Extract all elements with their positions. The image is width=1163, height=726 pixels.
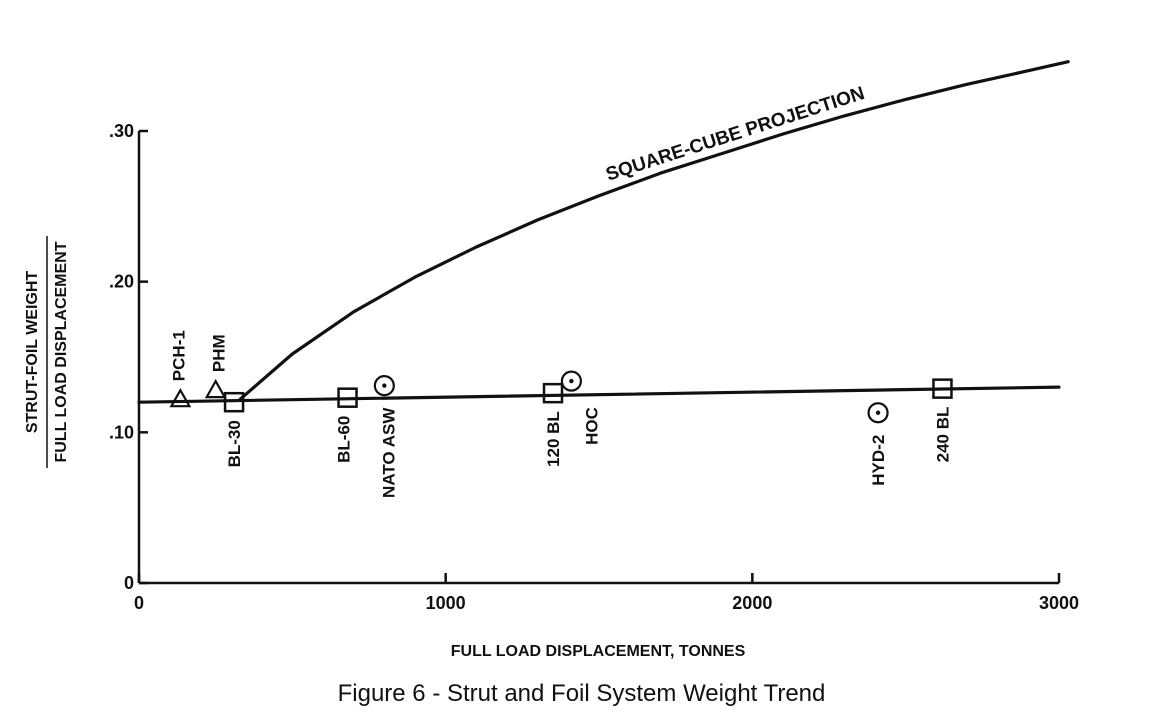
point-phm: PHM bbox=[204, 334, 229, 399]
point-240-bl: 240 BL bbox=[932, 378, 953, 463]
triangle-marker bbox=[204, 378, 227, 399]
point-hyd-2: HYD-2 bbox=[867, 402, 889, 486]
point-label: 120 BL bbox=[544, 411, 563, 467]
x-tick-label: 1000 bbox=[426, 593, 466, 613]
point-label: PHM bbox=[210, 334, 229, 372]
point-bl-30: BL-30 bbox=[223, 391, 245, 467]
point-label: BL-30 bbox=[225, 420, 244, 467]
triangle-marker bbox=[169, 387, 192, 408]
y-axis-title: STRUT-FOIL WEIGHT FULL LOAD DISPLACEMENT bbox=[24, 236, 70, 468]
circle-marker-dot bbox=[569, 378, 574, 384]
point-label: BL-60 bbox=[335, 416, 354, 463]
square-marker bbox=[337, 387, 358, 408]
circle-marker bbox=[373, 375, 395, 397]
y-tick-label: .20 bbox=[109, 272, 134, 292]
square-cube-projection-curve bbox=[238, 60, 1070, 401]
circle-marker-dot bbox=[875, 410, 881, 415]
x-tick-label: 2000 bbox=[732, 593, 772, 613]
circle-marker bbox=[560, 370, 583, 392]
y-tick-label: 0 bbox=[124, 573, 134, 593]
trend-line bbox=[137, 385, 1061, 404]
square-marker bbox=[542, 382, 564, 404]
square-marker bbox=[223, 391, 245, 413]
point-label: PCH-1 bbox=[169, 330, 188, 381]
y-axis-title-numerator: STRUT-FOIL WEIGHT bbox=[24, 271, 41, 434]
y-tick-label: .30 bbox=[109, 121, 134, 141]
point-bl-60: BL-60 bbox=[335, 387, 358, 463]
curves bbox=[137, 60, 1070, 404]
x-axis-title: FULL LOAD DISPLACEMENT, TONNES bbox=[451, 643, 746, 660]
curve-label-square-cube-projection: SQUARE-CUBE PROJECTION bbox=[603, 83, 867, 186]
axes: 0 1000 2000 3000 0 .10 .20 .30 bbox=[109, 121, 1079, 613]
y-tick-label: .10 bbox=[109, 422, 134, 442]
circle-marker-dot bbox=[382, 383, 387, 388]
point-label: HOC bbox=[582, 407, 601, 445]
point-120-bl: 120 BL bbox=[542, 382, 564, 467]
x-tick-label: 0 bbox=[134, 593, 144, 613]
point-nato-asw: NATO ASW bbox=[373, 375, 398, 498]
labels: SQUARE-CUBE PROJECTION bbox=[603, 83, 867, 186]
point-label: 240 BL bbox=[934, 407, 953, 463]
point-hoc: HOC bbox=[560, 370, 601, 445]
square-marker bbox=[932, 378, 953, 399]
points: PCH-1 PHM BL-30 BL-60 NATO ASW 120 BL HOC HYD-2… bbox=[169, 330, 953, 498]
point-label: HYD-2 bbox=[869, 435, 888, 486]
figure-caption: Figure 6 - Strut and Foil System Weight … bbox=[337, 680, 826, 707]
circle-marker bbox=[867, 402, 889, 424]
point-pch-1: PCH-1 bbox=[169, 330, 192, 408]
point-label: NATO ASW bbox=[379, 407, 398, 498]
y-axis-title-denominator: FULL LOAD DISPLACEMENT bbox=[53, 241, 70, 462]
x-tick-label: 3000 bbox=[1039, 593, 1079, 613]
